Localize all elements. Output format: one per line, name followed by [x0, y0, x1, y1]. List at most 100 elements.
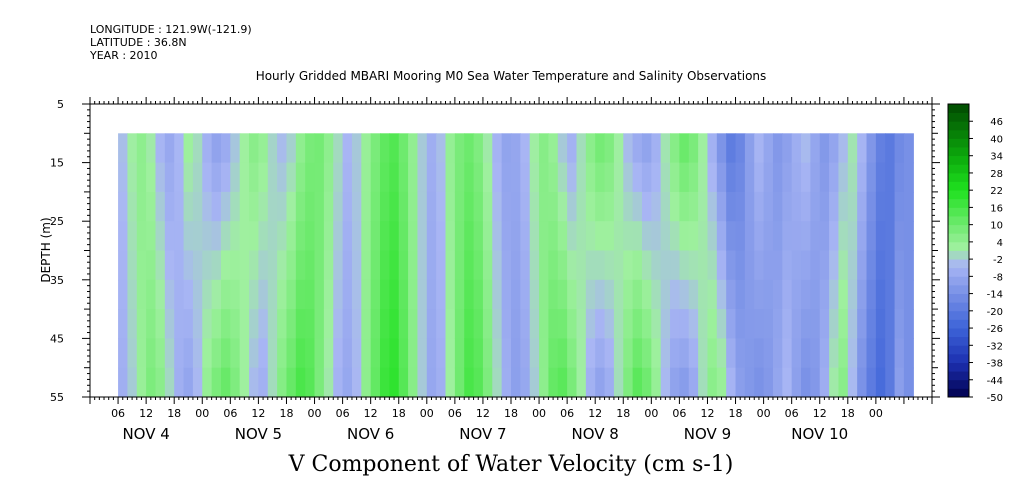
x-tick-label: 06	[336, 407, 350, 420]
heatmap-cell	[810, 191, 821, 222]
heatmap-cell	[894, 367, 905, 398]
heatmap-cell	[791, 367, 802, 398]
heatmap-cell	[539, 191, 550, 222]
heatmap-cell	[426, 279, 437, 310]
x-tick-label: 00	[308, 407, 322, 420]
heatmap-cell	[810, 279, 821, 310]
heatmap-cell	[501, 221, 512, 252]
heatmap-cell	[894, 191, 905, 222]
colorbar-band	[948, 147, 969, 157]
heatmap-cell	[866, 250, 877, 281]
x-axis-title: V Component of Water Velocity (cm s-1)	[288, 452, 734, 477]
heatmap-cell	[529, 338, 540, 369]
heatmap-cell	[389, 133, 400, 164]
heatmap-cell	[230, 338, 241, 369]
heatmap-cell	[351, 133, 362, 164]
heatmap-cell	[763, 279, 774, 310]
heatmap-cell	[688, 221, 699, 252]
heatmap-cell	[595, 279, 606, 310]
longitude-text: LONGITUDE : 121.9W(-121.9)	[90, 23, 252, 36]
heatmap-cell	[511, 338, 521, 369]
heatmap-cell	[192, 279, 203, 310]
heatmap-cell	[875, 191, 886, 222]
colorbar-label: -38	[987, 359, 1003, 370]
heatmap-cell	[819, 162, 830, 193]
heatmap-cell	[801, 338, 811, 369]
colorbar-label: -32	[987, 341, 1003, 352]
heatmap-cell	[342, 338, 353, 369]
heatmap-cell	[567, 191, 578, 222]
colorbar-label: 4	[997, 238, 1003, 249]
heatmap-cell	[417, 162, 428, 193]
colorbar-label: 46	[990, 117, 1003, 128]
heatmap-cell	[286, 309, 297, 339]
heatmap-cell	[492, 338, 503, 369]
heatmap-cell	[258, 309, 269, 339]
heatmap-cell	[220, 133, 231, 164]
heatmap-cell	[118, 133, 129, 164]
heatmap-cell	[585, 367, 596, 398]
heatmap-cell	[632, 133, 643, 164]
colorbar-band	[948, 302, 969, 312]
heatmap-cell	[548, 279, 559, 310]
heatmap-cell	[903, 338, 914, 369]
heatmap-cell	[754, 338, 765, 369]
heatmap-cell	[118, 338, 129, 369]
heatmap-cell	[342, 162, 353, 193]
heatmap-cell	[539, 133, 550, 164]
heatmap-cell	[445, 309, 456, 339]
heatmap-cell	[707, 309, 718, 339]
heatmap-cell	[314, 279, 325, 310]
heatmap-cell	[744, 191, 755, 222]
heatmap-cell	[548, 191, 559, 222]
heatmap-cell	[436, 338, 447, 369]
heatmap-cell	[323, 162, 334, 193]
heatmap-cell	[239, 221, 250, 252]
heatmap-cell	[885, 221, 896, 252]
heatmap-cell	[529, 162, 540, 193]
heatmap-cell	[567, 367, 578, 398]
heatmap-cell	[323, 133, 334, 164]
heatmap-cell	[305, 279, 316, 310]
heatmap-cell	[819, 133, 830, 164]
heatmap-cell	[389, 221, 400, 252]
heatmap-cell	[277, 250, 288, 281]
heatmap-cell	[772, 309, 783, 339]
heatmap-cell	[679, 309, 690, 339]
heatmap-cell	[370, 279, 381, 310]
heatmap-cell	[192, 309, 203, 339]
heatmap-cell	[454, 338, 465, 369]
heatmap-cell	[613, 221, 624, 252]
heatmap-cell	[211, 133, 222, 164]
heatmap-cell	[763, 221, 774, 252]
heatmap-cell	[361, 309, 372, 339]
heatmap-cell	[829, 191, 840, 222]
heatmap-cell	[576, 338, 587, 369]
heatmap-cell	[286, 162, 297, 193]
heatmap-cells	[118, 133, 914, 398]
heatmap-cell	[763, 367, 774, 398]
heatmap-cell	[744, 338, 755, 369]
heatmap-cell	[857, 279, 868, 310]
heatmap-cell	[305, 191, 316, 222]
heatmap-cell	[211, 191, 222, 222]
heatmap-cell	[239, 279, 250, 310]
heatmap-cell	[557, 367, 568, 398]
heatmap-cell	[174, 279, 185, 310]
heatmap-cell	[838, 250, 849, 281]
colorbar-band	[948, 328, 969, 338]
heatmap-cell	[754, 250, 765, 281]
heatmap-cell	[623, 367, 634, 398]
heatmap-cell	[305, 367, 316, 398]
heatmap-cell	[239, 162, 250, 193]
colorbar-band	[948, 336, 969, 346]
heatmap-cell	[464, 133, 475, 164]
heatmap-cell	[220, 250, 231, 281]
colorbar-label: 28	[990, 169, 1003, 180]
heatmap-cell	[801, 221, 811, 252]
heatmap-cell	[670, 309, 680, 339]
heatmap-cell	[791, 279, 802, 310]
heatmap-cell	[885, 279, 896, 310]
heatmap-cell	[782, 133, 793, 164]
heatmap-cell	[464, 221, 475, 252]
